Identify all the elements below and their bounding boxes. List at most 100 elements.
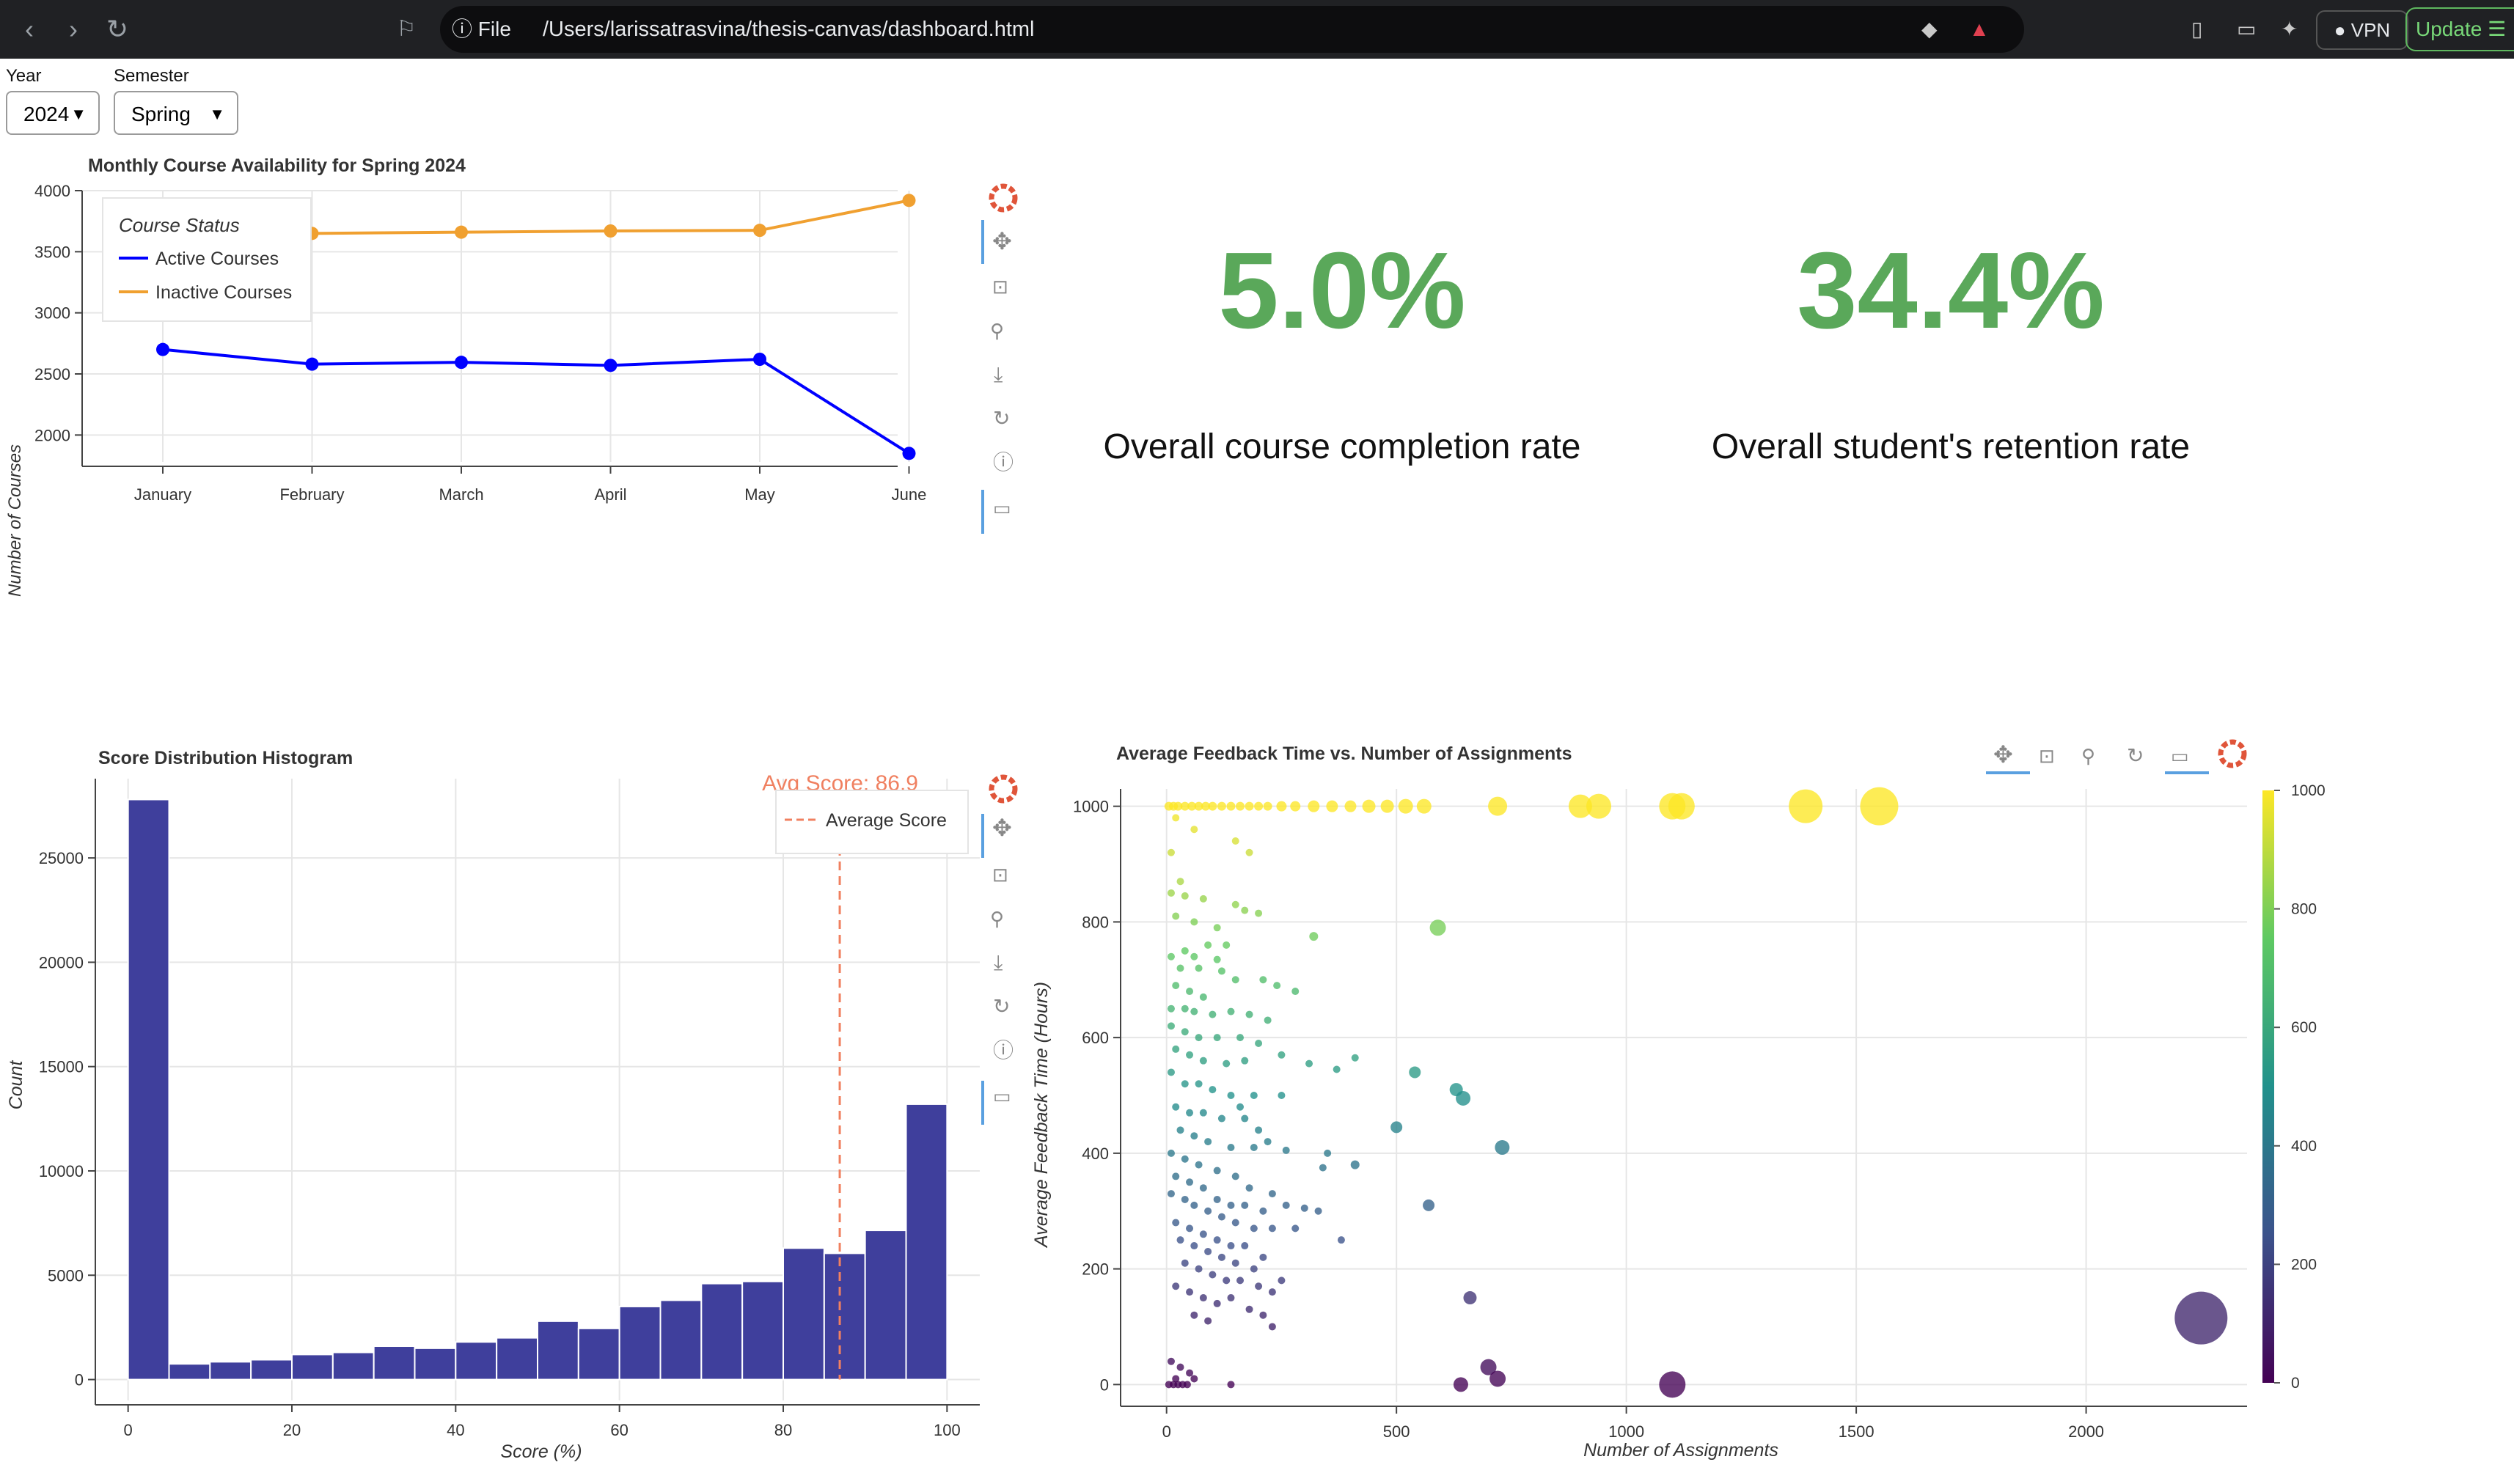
scatter-point [1268,1288,1276,1296]
reset-icon[interactable]: ↻ [2127,744,2144,767]
histogram-bar [537,1320,579,1381]
forward-icon[interactable]: › [69,14,78,44]
help-icon[interactable]: ⓘ [993,451,1014,474]
scatter-point [1204,1138,1212,1146]
scatter-point [1204,1207,1212,1215]
scatter-point [1217,1253,1225,1261]
bookmark-icon[interactable]: ⚐ [396,17,417,41]
wheel-zoom-icon[interactable]: ⚲ [2081,745,2095,767]
y-axis-label: Count [6,1060,26,1110]
scatter-point [1245,1305,1253,1313]
wheel-zoom-icon[interactable]: ⚲ [990,908,1004,930]
scatter-point [1278,1051,1286,1059]
y-axis-label: Number of Courses [5,444,25,597]
reset-icon[interactable]: ↻ [993,995,1010,1018]
colorbar-tick-label: 0 [2291,1375,2300,1392]
active-tool-indicator [981,490,984,534]
scatter-point [1181,1259,1189,1267]
scatter-point [1190,952,1198,960]
bokeh-logo-icon[interactable] [989,183,1018,213]
x-tick-label: 500 [1383,1422,1410,1441]
pan-icon[interactable]: ✥ [992,228,1012,254]
bokeh-logo-icon[interactable] [2218,739,2247,768]
vpn-button[interactable]: ● VPN [2316,10,2408,50]
scatter-point [1241,1114,1249,1123]
year-label: Year [6,66,42,86]
scatter-point [1291,1224,1300,1233]
scatter-point [1255,1040,1263,1048]
x-axis-label: Score (%) [500,1441,582,1462]
scatter-point [1195,1080,1203,1088]
wallet-icon[interactable]: ▭ [2237,18,2257,40]
wheel-zoom-icon[interactable]: ⚲ [990,320,1004,342]
data-point [902,194,916,207]
y-tick-label: 0 [75,1371,84,1389]
scatter-point [1199,1294,1207,1302]
scatter-point [1190,1201,1198,1209]
scatter-point [1241,1242,1249,1250]
scatter-point [1217,1114,1225,1123]
chart-toolbar: ✥ ⊡ ⚲ ↻ ▭ [1986,739,2247,774]
url-text[interactable]: /Users/larissatrasvina/thesis-canvas/das… [543,18,1035,41]
histogram-bar [700,1282,744,1381]
site-info-chip[interactable]: ⓘ File [452,15,511,44]
chart-toolbar: ✥ ⊡ ⚲ ⤓ ↻ ⓘ ▭ [981,183,1018,534]
scatter-point [1172,1375,1180,1383]
scatter-point [1231,1219,1239,1227]
active-tool-indicator [2165,771,2209,774]
x-tick-label: 1000 [1608,1422,1644,1441]
active-tool-indicator [981,1081,984,1125]
bokeh-logo-icon[interactable] [989,774,1018,804]
scatter-point [1231,976,1239,984]
scatter-point [1278,1092,1286,1099]
box-zoom-icon[interactable]: ⊡ [2039,745,2055,767]
scatter-point [1236,801,1245,811]
pan-icon[interactable]: ✥ [1993,741,2013,768]
box-zoom-icon[interactable]: ⊡ [992,276,1008,298]
brave-rewards-icon[interactable]: ▲ [1969,18,1990,40]
x-tick-label: April [594,485,626,504]
histogram-bar [864,1230,907,1381]
leo-ai-icon[interactable]: ✦ [2281,18,2298,40]
scatter-point [1213,1236,1221,1244]
scatter-point [1324,1149,1332,1157]
y-tick-label: 800 [1082,913,1109,931]
scatter-point [1213,1299,1221,1307]
hover-tool-icon[interactable]: ▭ [993,1085,1011,1107]
legend: Average Score [775,790,969,854]
brave-shield-icon[interactable]: ◆ [1921,18,1938,40]
colorbar-tick-label: 600 [2291,1019,2317,1036]
save-icon[interactable]: ⤓ [994,951,1003,974]
file-label: File [477,18,511,40]
hover-tool-icon[interactable]: ▭ [2171,745,2189,767]
hover-tool-icon[interactable]: ▭ [993,497,1011,519]
semester-select[interactable]: Spring ▼ [114,91,238,135]
scatter-point [1668,793,1695,820]
y-tick-label: 400 [1082,1145,1109,1163]
histogram-bar [741,1280,785,1381]
scatter-point [1227,1294,1235,1302]
update-button[interactable]: Update ☰ [2405,7,2514,51]
scatter-point [1309,932,1319,941]
legend-label-active: Active Courses [155,249,279,269]
help-icon[interactable]: ⓘ [993,1039,1014,1062]
year-select[interactable]: 2024 ▼ [6,91,100,135]
scatter-point [1213,955,1221,963]
y-tick-label: 600 [1082,1029,1109,1047]
back-icon[interactable]: ‹ [25,14,34,44]
pan-icon[interactable]: ✥ [992,815,1012,841]
scatter-point [1250,1224,1258,1233]
scatter-point [1209,1086,1217,1094]
sidebar-icon[interactable]: ▯ [2191,18,2203,40]
reset-icon[interactable]: ↻ [993,407,1010,430]
scatter-point [1227,1201,1235,1209]
save-icon[interactable]: ⤓ [994,363,1003,386]
address-bar[interactable] [440,6,2024,53]
scatter-point [1278,1277,1286,1285]
colorbar-tick-label: 800 [2291,901,2317,918]
box-zoom-icon[interactable]: ⊡ [992,864,1008,886]
scatter-point [1199,993,1207,1001]
reload-icon[interactable]: ↻ [106,14,129,44]
scatter-point [1268,1323,1276,1331]
bars [127,798,948,1381]
